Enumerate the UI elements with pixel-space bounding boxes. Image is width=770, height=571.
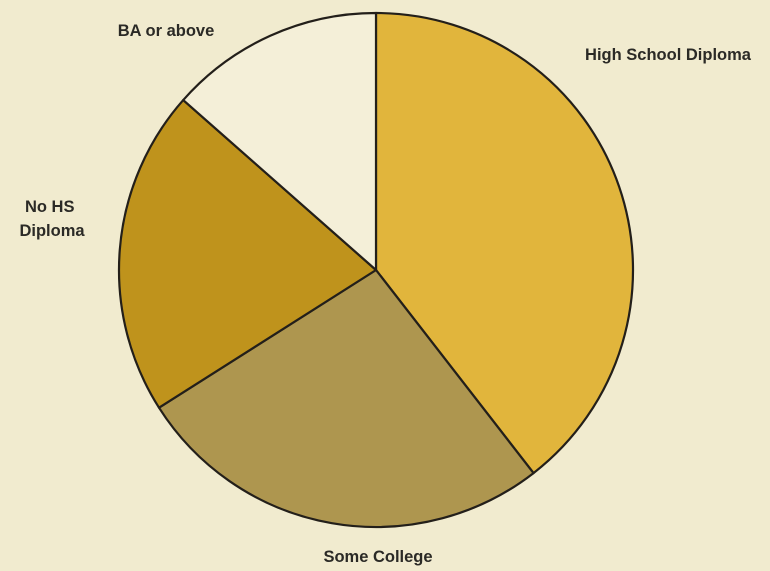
- label-no-hs-diploma-line-2: Diploma: [19, 222, 85, 240]
- slice-ba-or-above: [182, 11, 378, 272]
- label-high-school-diploma: High School Diploma: [585, 46, 752, 64]
- label-ba-or-above: BA or above: [118, 22, 215, 40]
- slice-some-college: [157, 268, 535, 529]
- slice-no-hs-diploma: [117, 98, 378, 409]
- label-no-hs-diploma-line-1: No HS: [25, 198, 75, 216]
- label-some-college: Some College: [323, 548, 432, 566]
- slices-layer: [117, 11, 635, 529]
- label-no-hs-diploma: No HS Diploma: [19, 198, 85, 240]
- slice-high-school-diploma: [374, 11, 635, 475]
